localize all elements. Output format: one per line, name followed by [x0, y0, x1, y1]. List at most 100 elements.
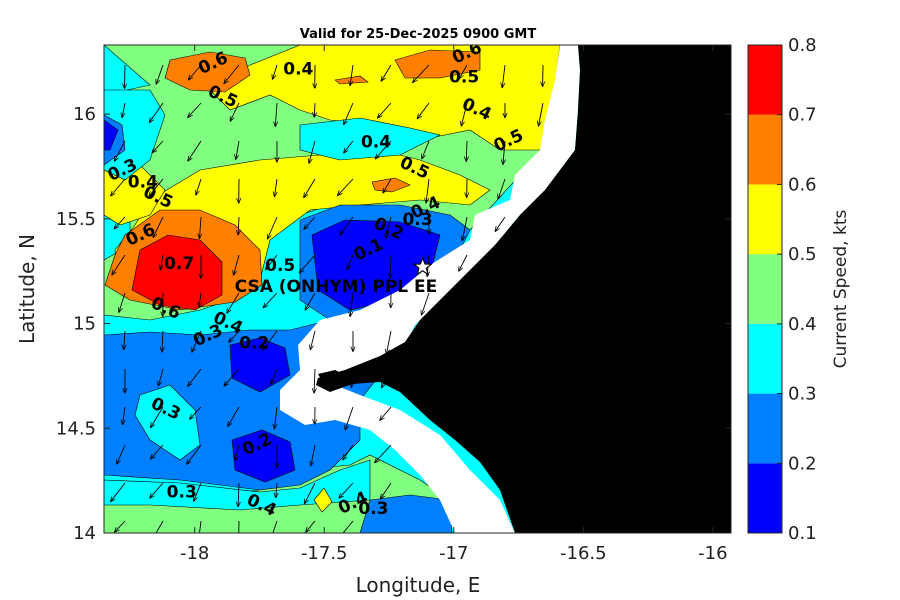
current-arrow — [119, 292, 126, 312]
site-marker[interactable] — [412, 256, 433, 276]
current-arrow — [228, 406, 240, 426]
x-tick-label: -16.5 — [560, 543, 607, 564]
current-arrow — [350, 64, 354, 86]
x-axis-ticks: -18 -17.5 -17 -16.5 -16 — [180, 45, 728, 564]
colorbar-tick-label: 0.3 — [788, 384, 817, 405]
x-axis-label: Longitude, E — [356, 573, 481, 597]
current-arrow — [275, 102, 277, 126]
colorbar-swatch — [748, 114, 782, 185]
current-arrow — [304, 178, 316, 198]
speed-band-0.1-0.2-central — [229, 337, 291, 393]
y-tick-label: 14.5 — [56, 418, 96, 439]
current-arrow — [111, 178, 126, 196]
current-arrow — [115, 520, 126, 532]
current-arrow — [342, 520, 354, 533]
colorbar-swatch — [748, 254, 782, 324]
current-arrow — [151, 406, 164, 428]
current-arrow — [192, 330, 202, 352]
current-arrow — [304, 482, 316, 504]
current-arrow — [267, 216, 278, 239]
x-tick-label: -17.5 — [301, 543, 348, 564]
current-arrow — [272, 520, 278, 533]
current-arrow — [383, 178, 392, 193]
current-arrow — [386, 216, 392, 238]
current-arrow — [150, 444, 164, 459]
site-label: CSA (ONHYM) PPL EE — [235, 277, 438, 297]
current-arrow — [275, 178, 277, 196]
current-arrow — [199, 520, 202, 533]
current-arrow — [466, 140, 467, 161]
current-arrow — [344, 102, 354, 125]
current-arrow — [461, 102, 468, 126]
current-arrow — [188, 102, 202, 117]
map-title: Valid for 25-Dec-2025 0900 GMT — [300, 27, 537, 42]
current-arrow — [229, 330, 240, 342]
contour-label: 0.3 — [402, 210, 432, 230]
colorbar-swatch — [748, 45, 782, 115]
current-arrow — [311, 444, 316, 466]
current-arrow — [375, 444, 392, 463]
colorbar-swatch — [748, 393, 782, 464]
colorbar-tick-label: 0.1 — [788, 523, 817, 544]
current-arrow — [347, 254, 354, 270]
current-arrow — [274, 406, 278, 429]
current-arrow — [338, 178, 354, 195]
current-arrow — [160, 254, 163, 270]
current-arrow — [381, 64, 392, 81]
contour-label: 0.3 — [167, 482, 197, 502]
y-tick-label: 15 — [73, 314, 96, 335]
x-tick-label: -16 — [698, 543, 727, 564]
current-arrow — [114, 140, 126, 161]
current-arrow — [194, 482, 202, 501]
current-arrow — [272, 64, 278, 79]
colorbar-tick-label: 0.6 — [788, 174, 817, 195]
colorbar-tick-label: 0.7 — [788, 105, 817, 126]
current-arrow — [199, 292, 201, 307]
contour-label: 0.3 — [358, 499, 388, 519]
current-arrow — [276, 482, 277, 498]
plot-frame — [103, 44, 732, 534]
current-arrow — [495, 216, 506, 231]
current-arrow — [304, 216, 316, 229]
colorbar-tick-label: 0.2 — [788, 453, 817, 474]
current-arrow — [153, 216, 164, 237]
current-arrow — [413, 64, 430, 82]
y-tick-label: 14 — [73, 523, 96, 544]
current-arrow — [422, 140, 430, 159]
current-arrow — [187, 444, 202, 464]
current-arrow — [227, 292, 240, 313]
current-arrow — [124, 330, 125, 349]
colorbar-swatch — [748, 323, 782, 394]
current-arrow — [224, 368, 240, 386]
current-arrow — [305, 292, 316, 310]
current-arrow — [155, 520, 164, 533]
current-arrow — [188, 368, 202, 386]
current-arrow — [314, 368, 315, 393]
current-arrow — [426, 178, 430, 203]
speed-band-0.1-0.2-northwest — [104, 119, 119, 151]
current-arrow — [380, 482, 392, 499]
contour-label: 0.4 — [128, 172, 158, 192]
current-arrow — [111, 482, 126, 502]
current-arrow — [310, 330, 316, 350]
star-icon — [412, 256, 433, 276]
y-axis-ticks: 16 15.5 15 14.5 14 — [56, 104, 731, 544]
current-vectors — [111, 64, 543, 533]
contour-label: 0.4 — [283, 59, 313, 79]
contour-label: 0.5 — [265, 256, 295, 276]
current-arrow — [149, 102, 164, 122]
current-arrow — [230, 102, 240, 121]
speed-band-0.3-0.4-south — [104, 459, 371, 511]
current-arrow — [413, 368, 430, 386]
colorbar-swatch — [748, 463, 782, 533]
speed-band-0.5-0.6-south-spot — [313, 487, 333, 513]
current-arrow — [122, 102, 126, 118]
colorbar-tick-label: 0.8 — [788, 35, 817, 56]
current-arrow — [263, 330, 278, 350]
no-data-coastal-strip — [280, 45, 580, 533]
current-arrow — [158, 368, 164, 386]
current-arrow — [238, 216, 239, 235]
current-arrow — [350, 292, 354, 316]
current-arrow — [190, 406, 202, 419]
speed-band-0.1-0.2-south — [231, 429, 296, 483]
